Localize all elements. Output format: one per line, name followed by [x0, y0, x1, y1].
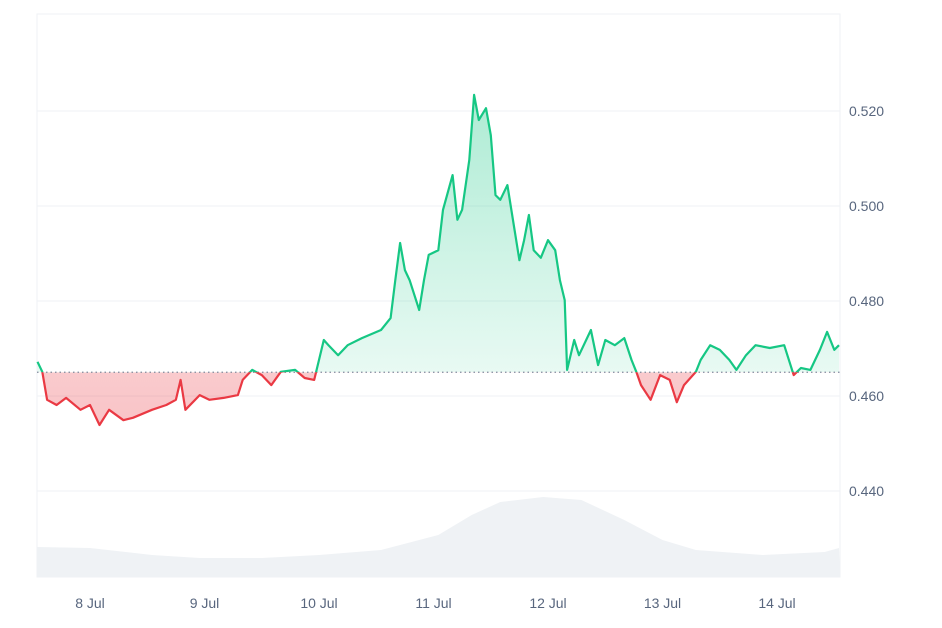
y-tick-label: 0.460: [849, 388, 884, 404]
price-line-up: [36, 93, 840, 373]
area-fill-above-baseline: [37, 94, 839, 373]
x-tick-label: 11 Jul: [415, 595, 451, 611]
y-tick-label: 0.520: [849, 103, 884, 119]
price-line-down: [41, 372, 799, 427]
y-tick-label: 0.500: [849, 198, 884, 214]
x-tick-label: 10 Jul: [300, 595, 337, 611]
volume-area: [37, 497, 840, 577]
y-axis: 0.440 0.460 0.480 0.500 0.520: [849, 103, 884, 499]
area-fill-below-baseline: [37, 372, 839, 425]
x-tick-label: 9 Jul: [190, 595, 220, 611]
x-tick-label: 12 Jul: [529, 595, 566, 611]
y-tick-label: 0.480: [849, 293, 884, 309]
x-tick-label: 13 Jul: [644, 595, 681, 611]
x-tick-label: 14 Jul: [758, 595, 795, 611]
y-tick-label: 0.440: [849, 483, 884, 499]
x-axis: 8 Jul 9 Jul 10 Jul 11 Jul 12 Jul 13 Jul 14 Jul: [75, 595, 795, 611]
x-tick-label: 8 Jul: [75, 595, 105, 611]
